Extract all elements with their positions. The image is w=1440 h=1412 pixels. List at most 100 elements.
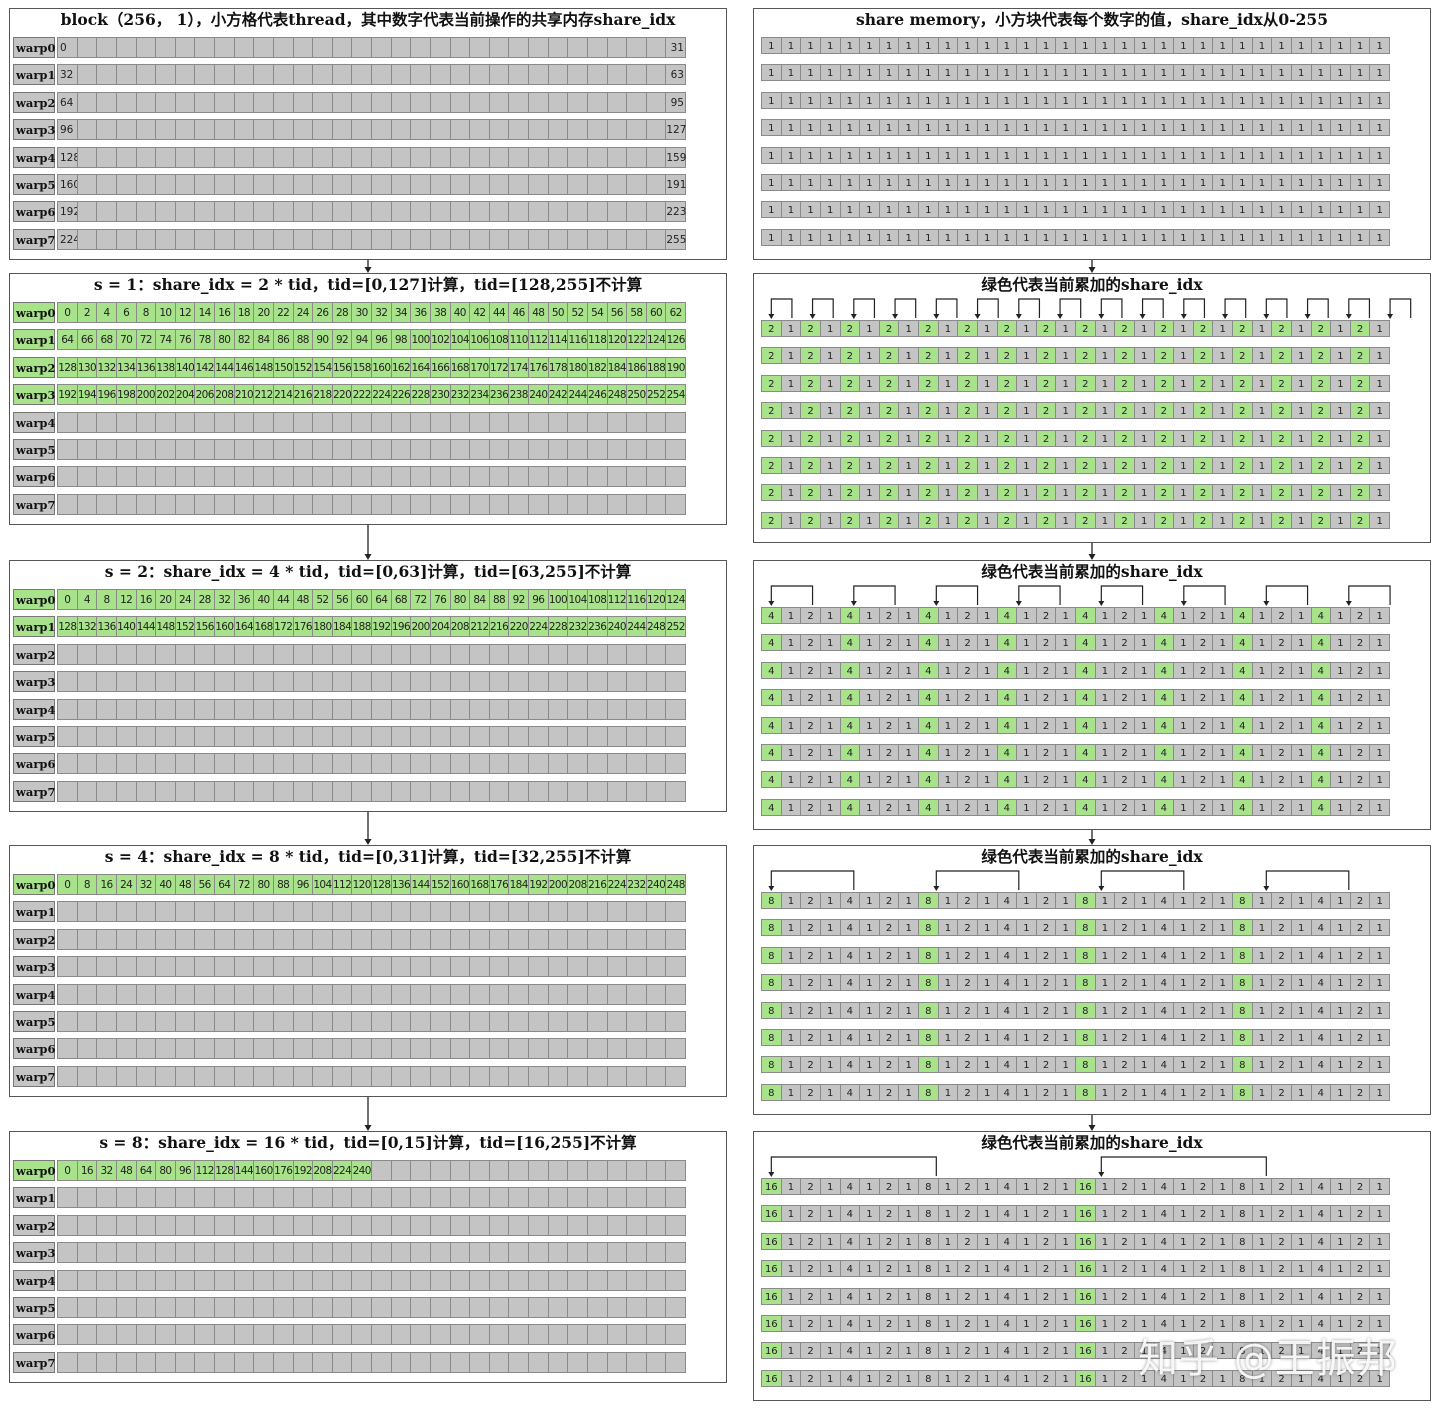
memory-cell: 1 [1212, 1205, 1233, 1223]
thread-cell [567, 174, 588, 195]
memory-cell: 1 [878, 119, 900, 137]
thread-cell [645, 928, 667, 950]
thread-cell [586, 983, 608, 1005]
memory-cell: 1 [859, 1342, 880, 1360]
memory-cell: 2 [1349, 1178, 1371, 1195]
memory-cell: 4 [1232, 716, 1253, 734]
thread-cell [371, 698, 392, 720]
memory-cell: 1 [1349, 64, 1371, 82]
thread-cell [233, 1297, 255, 1318]
memory-cell: 4 [1153, 1178, 1175, 1195]
thread-cell [567, 726, 588, 747]
thread-cell: 132 [96, 356, 117, 378]
thread-cell [488, 1242, 510, 1264]
memory-cell: 1 [1330, 37, 1351, 54]
thread-cell [547, 411, 569, 433]
thread-cell: 184 [508, 874, 529, 895]
warp-row: warp1 32 63 [13, 64, 686, 86]
thread-cell [547, 1187, 569, 1209]
memory-cell: 1 [976, 946, 998, 964]
memory-cell: 1 [1094, 91, 1116, 109]
memory-cell: 1 [1173, 64, 1194, 82]
thread-cell [488, 174, 510, 195]
thread-cell [665, 1242, 686, 1264]
thread-cell [351, 228, 372, 250]
memory-cell: 1 [1251, 201, 1273, 219]
memory-cell: 8 [1232, 892, 1253, 909]
memory-cell: 1 [937, 1369, 959, 1387]
thread-cell [115, 1214, 137, 1236]
thread-cell: 186 [626, 356, 647, 378]
thread-cell [194, 1324, 215, 1346]
thread-cell [567, 1242, 588, 1264]
thread-cell [488, 37, 510, 58]
memory-cell: 1 [1290, 402, 1312, 420]
memory-cell: 2 [878, 457, 900, 474]
thread-cell [135, 64, 157, 86]
thread-cell: 70 [115, 329, 137, 351]
memory-cell: 1 [761, 37, 782, 54]
memory-cell: 1 [976, 402, 998, 420]
thread-cell [606, 1324, 628, 1346]
thread-cell [547, 956, 569, 978]
memory-cell: 1 [1094, 174, 1116, 191]
memory-cell: 8 [1075, 919, 1096, 937]
memory-cell: 4 [1153, 607, 1175, 624]
thread-cell [272, 780, 294, 802]
memory-cell: 1 [1055, 634, 1076, 652]
memory-cell: 2 [1310, 484, 1332, 502]
thread-cell [606, 439, 628, 460]
warp-row: warp7 [13, 493, 686, 516]
thread-cell [586, 37, 608, 58]
thread-cell [194, 201, 215, 223]
memory-cell: 1 [1212, 689, 1233, 707]
memory-cell: 2 [800, 320, 821, 337]
memory-cell: 1 [1094, 1083, 1116, 1101]
memory-cell: 1 [1251, 1056, 1273, 1074]
memory-cell: 1 [780, 771, 802, 789]
thread-cell [312, 119, 333, 141]
memory-cell: 2 [1271, 634, 1292, 652]
memory-cell: 2 [957, 716, 978, 734]
thread-cell [76, 1297, 98, 1318]
thread-cell [547, 1297, 569, 1318]
memory-cell: 8 [918, 1369, 939, 1387]
thread-cell [390, 146, 412, 168]
thread-cell [57, 1214, 78, 1236]
memory-cell: 1 [780, 174, 802, 191]
memory-cell: 2 [878, 347, 900, 365]
memory-cell: 4 [839, 607, 861, 624]
memory-cell: 1 [976, 607, 998, 624]
thread-cell [665, 928, 686, 950]
memory-cell: 2 [1035, 771, 1057, 789]
thread-cell [174, 1297, 196, 1318]
memory-cell: 2 [800, 689, 821, 707]
memory-cell: 16 [761, 1205, 782, 1223]
memory-cell: 1 [780, 946, 802, 964]
thread-cell: 204 [174, 384, 196, 406]
thread-cell [194, 956, 215, 978]
thread-cell [194, 1038, 215, 1060]
memory-cell: 1 [1094, 1342, 1116, 1360]
thread-cell: 68 [96, 329, 117, 351]
memory-cell: 1 [1016, 1232, 1037, 1250]
memory-cell: 1 [859, 1205, 880, 1223]
memory-cell: 2 [1349, 1056, 1371, 1074]
memory-cell: 4 [1153, 661, 1175, 679]
thread-cell [606, 753, 628, 775]
memory-cell: 1 [1251, 146, 1273, 164]
thread-cell: 112 [331, 874, 353, 895]
thread-cell [174, 1242, 196, 1264]
memory-cell: 4 [1153, 1001, 1175, 1019]
thread-cell [214, 1065, 235, 1087]
memory-cell: 1 [1369, 1232, 1390, 1250]
memory-cell: 2 [996, 402, 1018, 420]
memory-cell: 16 [1075, 1205, 1096, 1223]
memory-cell: 1 [780, 91, 802, 109]
memory-cell: 4 [1232, 771, 1253, 789]
thread-cell [272, 1065, 294, 1087]
memory-cell: 1 [1369, 634, 1390, 652]
connector-arrow [1180, 314, 1187, 319]
